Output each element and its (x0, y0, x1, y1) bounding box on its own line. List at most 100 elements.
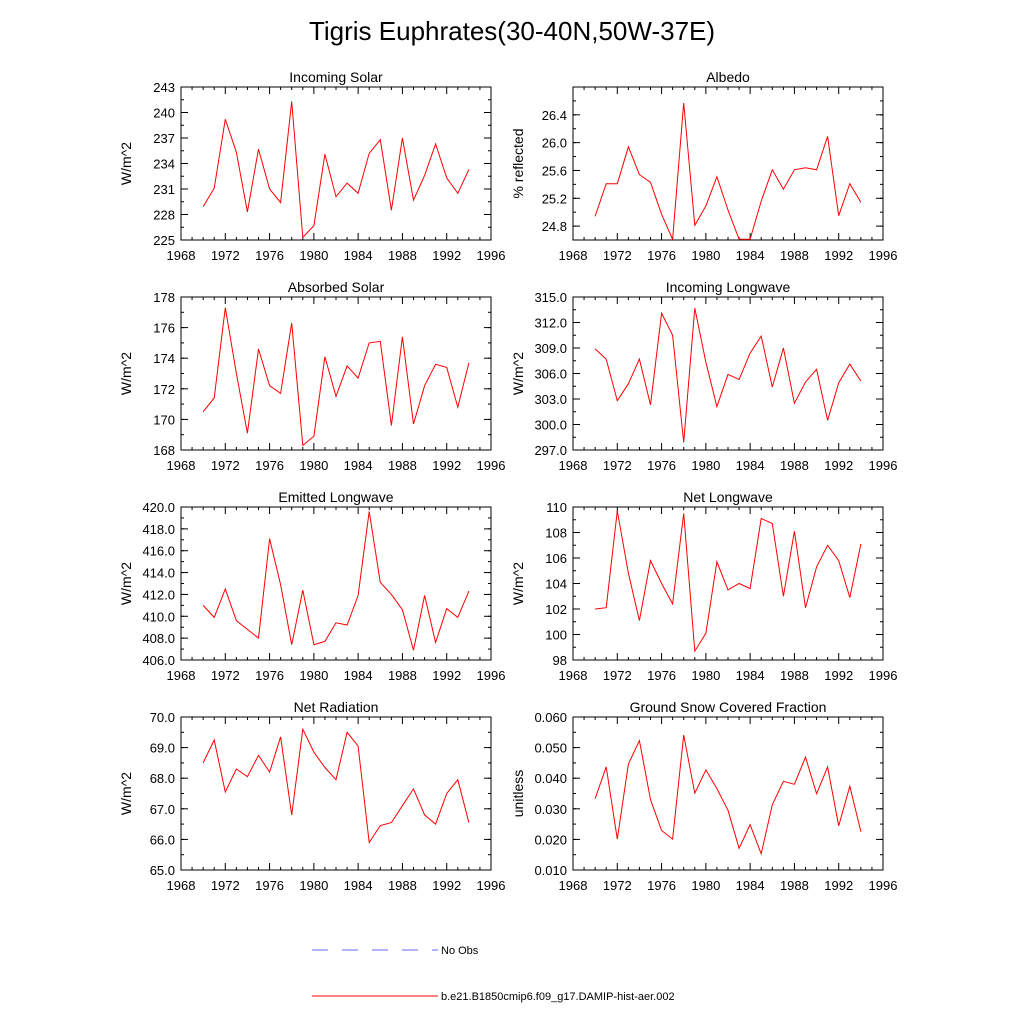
x-tick-label: 1984 (344, 248, 373, 263)
y-tick-label: 416.0 (142, 544, 175, 559)
x-tick-label: 1988 (780, 878, 809, 893)
panel-3: Absorbed Solar 1968 1972 1976 1980 1984 1988 19… (118, 279, 505, 473)
x-tick-label: 1976 (255, 878, 284, 893)
panel-title: Absorbed Solar (288, 279, 385, 295)
model-series-line (202, 727, 470, 844)
x-tick-label: 1992 (432, 248, 461, 263)
x-tick-label: 1984 (736, 458, 765, 473)
x-tick-label: 1976 (255, 248, 284, 263)
x-tick-label: 1988 (780, 458, 809, 473)
y-axis-label: unitless (510, 770, 526, 817)
x-tick-label: 1976 (647, 668, 676, 683)
y-axis-label: W/m^2 (118, 142, 134, 185)
panel-5: Emitted Longwave 1968 1972 1976 1980 1984 1988… (118, 489, 505, 683)
x-tick-label: 1972 (603, 668, 632, 683)
panel-6: Net Longwave 1968 1972 1976 1980 1984 1988 1992… (510, 489, 897, 683)
y-tick-label: 172 (153, 382, 175, 397)
panel-title: Net Radiation (294, 699, 379, 715)
y-tick-label: 0.010 (534, 863, 567, 878)
y-tick-label: 25.6 (542, 163, 567, 178)
y-axis-label: % reflected (510, 128, 526, 198)
y-tick-label: 66.0 (150, 832, 175, 847)
y-tick-label: 178 (153, 290, 175, 305)
y-tick-label: 228 (153, 208, 175, 223)
x-tick-label: 1980 (691, 878, 720, 893)
y-tick-label: 406.0 (142, 653, 175, 668)
y-tick-label: 303.0 (534, 392, 567, 407)
plot-frame (180, 716, 492, 871)
x-tick-label: 1976 (647, 248, 676, 263)
panel-7: Net Radiation 1968 1972 1976 1980 1984 1988 199… (118, 699, 505, 893)
y-tick-label: 176 (153, 321, 175, 336)
y-axis-label: W/m^2 (510, 352, 526, 395)
plot-frame (180, 506, 492, 661)
x-tick-label: 1992 (824, 458, 853, 473)
x-tick-label: 1984 (344, 878, 373, 893)
x-tick-label: 1992 (432, 668, 461, 683)
x-tick-label: 1972 (603, 458, 632, 473)
y-tick-label: 420.0 (142, 500, 175, 515)
x-tick-label: 1968 (167, 458, 196, 473)
figure-title: Tigris Euphrates(30-40N,50W-37E) (309, 16, 715, 46)
panel-title: Albedo (706, 69, 750, 85)
model-series-line (202, 307, 470, 447)
plot-frame (572, 296, 884, 451)
y-tick-label: 24.8 (542, 219, 567, 234)
x-tick-label: 1968 (559, 458, 588, 473)
y-axis-label: W/m^2 (118, 352, 134, 395)
y-tick-label: 410.0 (142, 609, 175, 624)
plot-frame (572, 716, 884, 871)
panel-2: Albedo 1968 1972 1976 1980 1984 1988 1992 1996 24… (510, 69, 897, 263)
x-tick-label: 1976 (255, 668, 284, 683)
y-tick-label: 25.2 (542, 191, 567, 206)
legend-model-label: b.e21.B1850cmip6.f09_g17.DAMIP-hist-aer.… (441, 991, 675, 1003)
x-tick-label: 1968 (167, 878, 196, 893)
y-tick-label: 26.0 (542, 136, 567, 151)
plot-frame (572, 86, 884, 241)
panel-4: Incoming Longwave 1968 1972 1976 1980 1984 198… (510, 279, 897, 473)
y-tick-label: 65.0 (150, 863, 175, 878)
y-tick-label: 110 (546, 500, 567, 515)
y-tick-label: 174 (153, 351, 175, 366)
x-tick-label: 1972 (211, 458, 240, 473)
y-tick-label: 306.0 (534, 367, 567, 382)
x-tick-label: 1992 (824, 668, 853, 683)
y-tick-label: 414.0 (142, 566, 175, 581)
x-tick-label: 1984 (344, 458, 373, 473)
x-tick-label: 1968 (559, 878, 588, 893)
x-tick-label: 1992 (432, 458, 461, 473)
x-tick-label: 1968 (559, 248, 588, 263)
x-tick-label: 1996 (477, 668, 506, 683)
x-tick-label: 1976 (647, 458, 676, 473)
x-tick-label: 1972 (603, 878, 632, 893)
x-tick-label: 1992 (824, 878, 853, 893)
y-axis-label: W/m^2 (510, 562, 526, 605)
x-tick-label: 1980 (691, 248, 720, 263)
panel-title: Net Longwave (683, 489, 773, 505)
y-tick-label: 0.040 (534, 771, 567, 786)
y-tick-label: 234 (153, 157, 175, 172)
x-tick-label: 1972 (211, 248, 240, 263)
x-tick-label: 1996 (477, 878, 506, 893)
y-tick-label: 240 (153, 106, 175, 121)
y-tick-label: 0.050 (534, 741, 567, 756)
panel-title: Emitted Longwave (278, 489, 393, 505)
panel-8: Ground Snow Covered Fraction 1968 1972 1976… (510, 699, 897, 893)
x-tick-label: 1988 (388, 668, 417, 683)
x-tick-label: 1968 (167, 248, 196, 263)
y-tick-label: 102 (545, 602, 567, 617)
x-tick-label: 1984 (736, 878, 765, 893)
x-tick-label: 1984 (736, 248, 765, 263)
y-tick-label: 231 (153, 182, 175, 197)
x-tick-label: 1976 (647, 878, 676, 893)
panel-title: Incoming Longwave (666, 279, 791, 295)
x-tick-label: 1984 (736, 668, 765, 683)
model-series-line (594, 307, 862, 443)
x-tick-label: 1988 (388, 248, 417, 263)
y-tick-label: 68.0 (150, 771, 175, 786)
y-tick-label: 297.0 (534, 443, 567, 458)
y-tick-label: 408.0 (142, 631, 175, 646)
y-tick-label: 26.4 (542, 108, 567, 123)
y-tick-label: 315.0 (534, 290, 567, 305)
